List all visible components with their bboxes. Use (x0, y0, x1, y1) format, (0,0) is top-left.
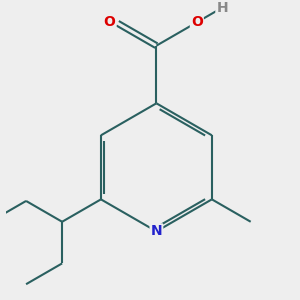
Text: O: O (103, 15, 116, 28)
Text: N: N (151, 224, 162, 239)
Text: H: H (216, 1, 228, 15)
Text: O: O (191, 15, 203, 28)
